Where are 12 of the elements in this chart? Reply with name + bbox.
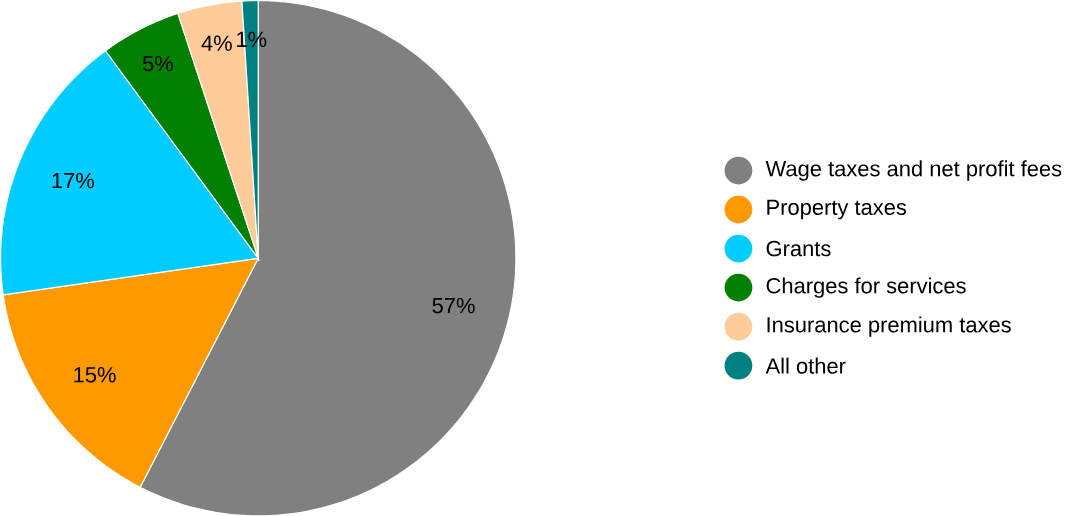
legend-label: Grants: [766, 240, 831, 257]
legend-label: All other: [765, 357, 846, 374]
data-label: 57%: [432, 297, 475, 314]
legend-label: Charges for services: [766, 277, 966, 298]
data-label: 15%: [74, 366, 116, 383]
data-label: 1%: [237, 31, 267, 47]
data-label: 4%: [201, 35, 232, 51]
legend-label: Property taxes: [767, 199, 907, 220]
data-label: 5%: [142, 55, 173, 72]
data-label: 17%: [52, 172, 95, 189]
legend-label: Wage taxes and net profit fees: [765, 160, 1062, 181]
legend-label: Insurance premium taxes: [767, 316, 1011, 337]
